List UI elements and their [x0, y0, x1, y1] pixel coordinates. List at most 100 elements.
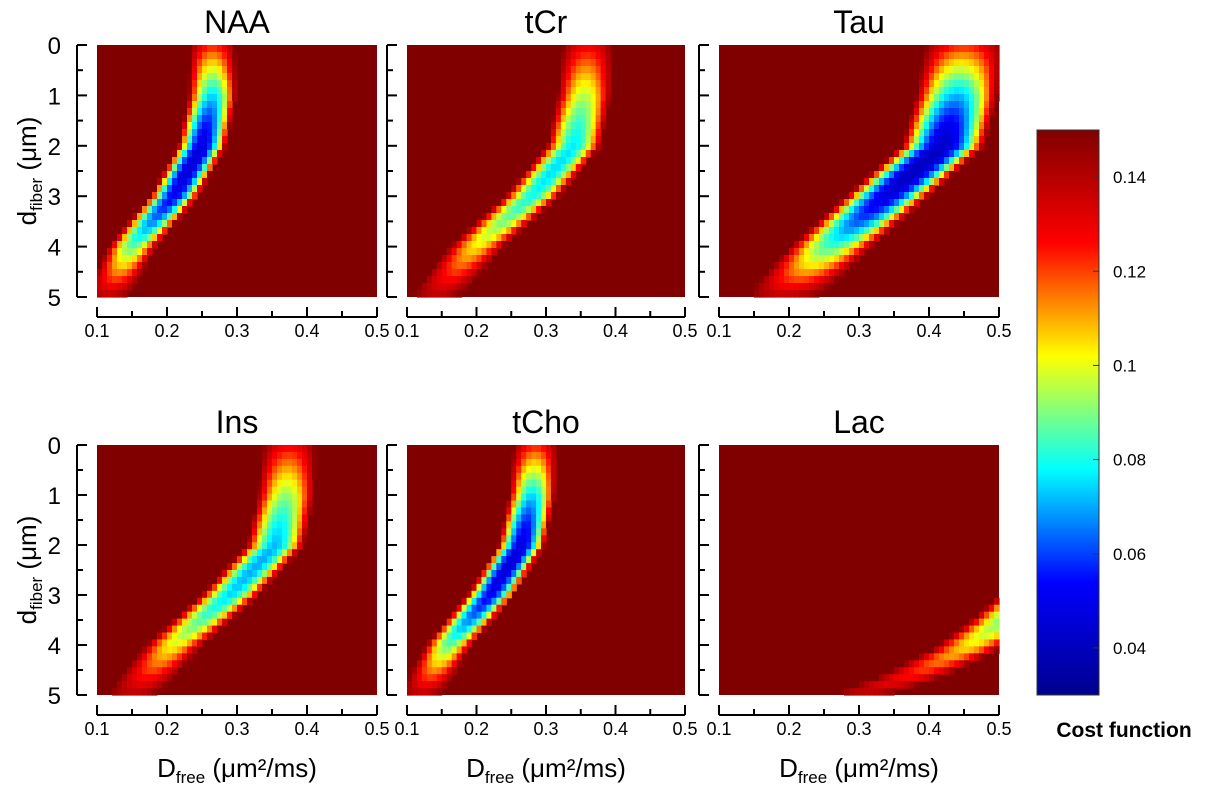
heatmap-cell — [307, 479, 313, 488]
heatmap-cell — [834, 276, 840, 284]
heatmap-cell — [969, 625, 975, 634]
heatmap-cell — [536, 171, 542, 179]
heatmap-cell — [197, 157, 203, 165]
heatmap-cell — [157, 674, 163, 682]
heatmap-cell — [496, 590, 502, 599]
heatmap-cell — [207, 611, 213, 620]
heatmap-cell — [944, 157, 950, 165]
heatmap-cell — [481, 625, 488, 634]
heatmap-cell — [451, 653, 458, 661]
heatmap-cell — [491, 241, 497, 249]
heatmap-cell — [974, 618, 980, 627]
heatmap-cell — [531, 213, 537, 221]
heatmap-cell — [536, 472, 542, 481]
heatmap-cell — [451, 283, 458, 291]
heatmap-cell — [132, 255, 138, 263]
heatmap-cell — [501, 590, 507, 599]
heatmap-cell — [242, 556, 248, 564]
x-tick-label: 0.5 — [986, 321, 1011, 341]
heatmap-cell — [914, 94, 920, 102]
heatmap-cell — [297, 507, 303, 516]
heatmap-cell — [585, 150, 592, 158]
heatmap-cell — [516, 192, 522, 200]
heatmap-cell — [531, 542, 537, 550]
heatmap-cell — [192, 171, 198, 179]
heatmap-cell — [934, 52, 940, 60]
heatmap-cell — [167, 171, 173, 179]
heatmap-cell — [884, 178, 890, 186]
heatmap-cell — [974, 87, 980, 95]
heatmap-cell — [242, 570, 248, 578]
heatmap-cell — [511, 549, 517, 557]
heatmap-cell — [262, 465, 268, 474]
heatmap-cell — [202, 122, 208, 130]
heatmap-cell — [969, 136, 975, 144]
heatmap-cell — [187, 625, 193, 634]
heatmap-cell — [247, 549, 253, 557]
heatmap-cell — [501, 535, 507, 543]
heatmap-cell — [964, 52, 970, 60]
heatmap-cell — [147, 234, 153, 242]
heatmap-cell — [979, 646, 985, 654]
heatmap-cell — [979, 87, 985, 95]
heatmap-cell — [491, 570, 497, 578]
heatmap-cell — [531, 556, 537, 564]
heatmap-cell — [486, 255, 492, 263]
heatmap-cell — [899, 164, 905, 172]
heatmap-cell — [292, 451, 298, 460]
heatmap-cell — [989, 87, 995, 95]
heatmap-cell — [307, 472, 313, 481]
heatmap-cell — [879, 213, 885, 221]
heatmap-cell — [207, 66, 213, 74]
heatmap-cell — [824, 241, 830, 249]
heatmap-cell — [969, 115, 975, 123]
heatmap-cell — [222, 583, 228, 592]
heatmap-cell — [754, 290, 760, 298]
heatmap-cell — [237, 590, 243, 599]
heatmap-cell — [207, 108, 213, 116]
heatmap-cell — [292, 458, 298, 467]
heatmap-cell — [267, 458, 273, 467]
heatmap-cell — [984, 618, 990, 627]
heatmap-cell — [227, 108, 233, 116]
heatmap-cell — [979, 108, 985, 116]
heatmap-cells — [844, 597, 1000, 696]
heatmap-cell — [466, 632, 473, 641]
y-tick-label: 5 — [48, 285, 61, 312]
y-tick-label: 5 — [48, 683, 61, 710]
heatmap-cell — [784, 262, 790, 270]
heatmap-cell — [934, 171, 940, 179]
heatmap-cell — [207, 115, 213, 123]
heatmap-cell — [575, 143, 582, 151]
heatmap-cell — [217, 129, 223, 137]
heatmap-cell — [854, 234, 860, 242]
heatmap-cell — [117, 283, 123, 291]
heatmap-cell — [202, 101, 208, 109]
heatmap-cell — [516, 472, 522, 481]
heatmap-cell — [819, 248, 825, 256]
heatmap-cell — [929, 660, 935, 668]
heatmap-cell — [197, 80, 203, 88]
x-axis-label: Dfree (μm²/ms) — [157, 753, 317, 787]
heatmap-cell — [172, 625, 178, 634]
heatmap-cell — [456, 646, 463, 654]
heatmap-cell — [202, 143, 208, 151]
heatmap-cell — [112, 290, 118, 298]
heatmap-cell — [839, 248, 845, 256]
heatmap-cell — [531, 549, 537, 557]
heatmap-cell — [132, 227, 138, 235]
heatmap-cell — [137, 213, 143, 221]
heatmap-cell — [585, 122, 592, 130]
heatmap-cell — [541, 451, 547, 460]
heatmap-cell — [994, 625, 1000, 634]
heatmap-cell — [924, 136, 930, 144]
heatmap-cell — [526, 206, 532, 214]
heatmap-cell — [570, 52, 577, 60]
heatmap-cell — [436, 688, 443, 696]
heatmap-cell — [899, 178, 905, 186]
heatmap-cell — [550, 122, 557, 130]
heatmap-cell — [157, 639, 163, 647]
heatmap-cell — [979, 632, 985, 641]
heatmap-cell — [272, 521, 278, 529]
heatmap-cell — [894, 185, 900, 193]
